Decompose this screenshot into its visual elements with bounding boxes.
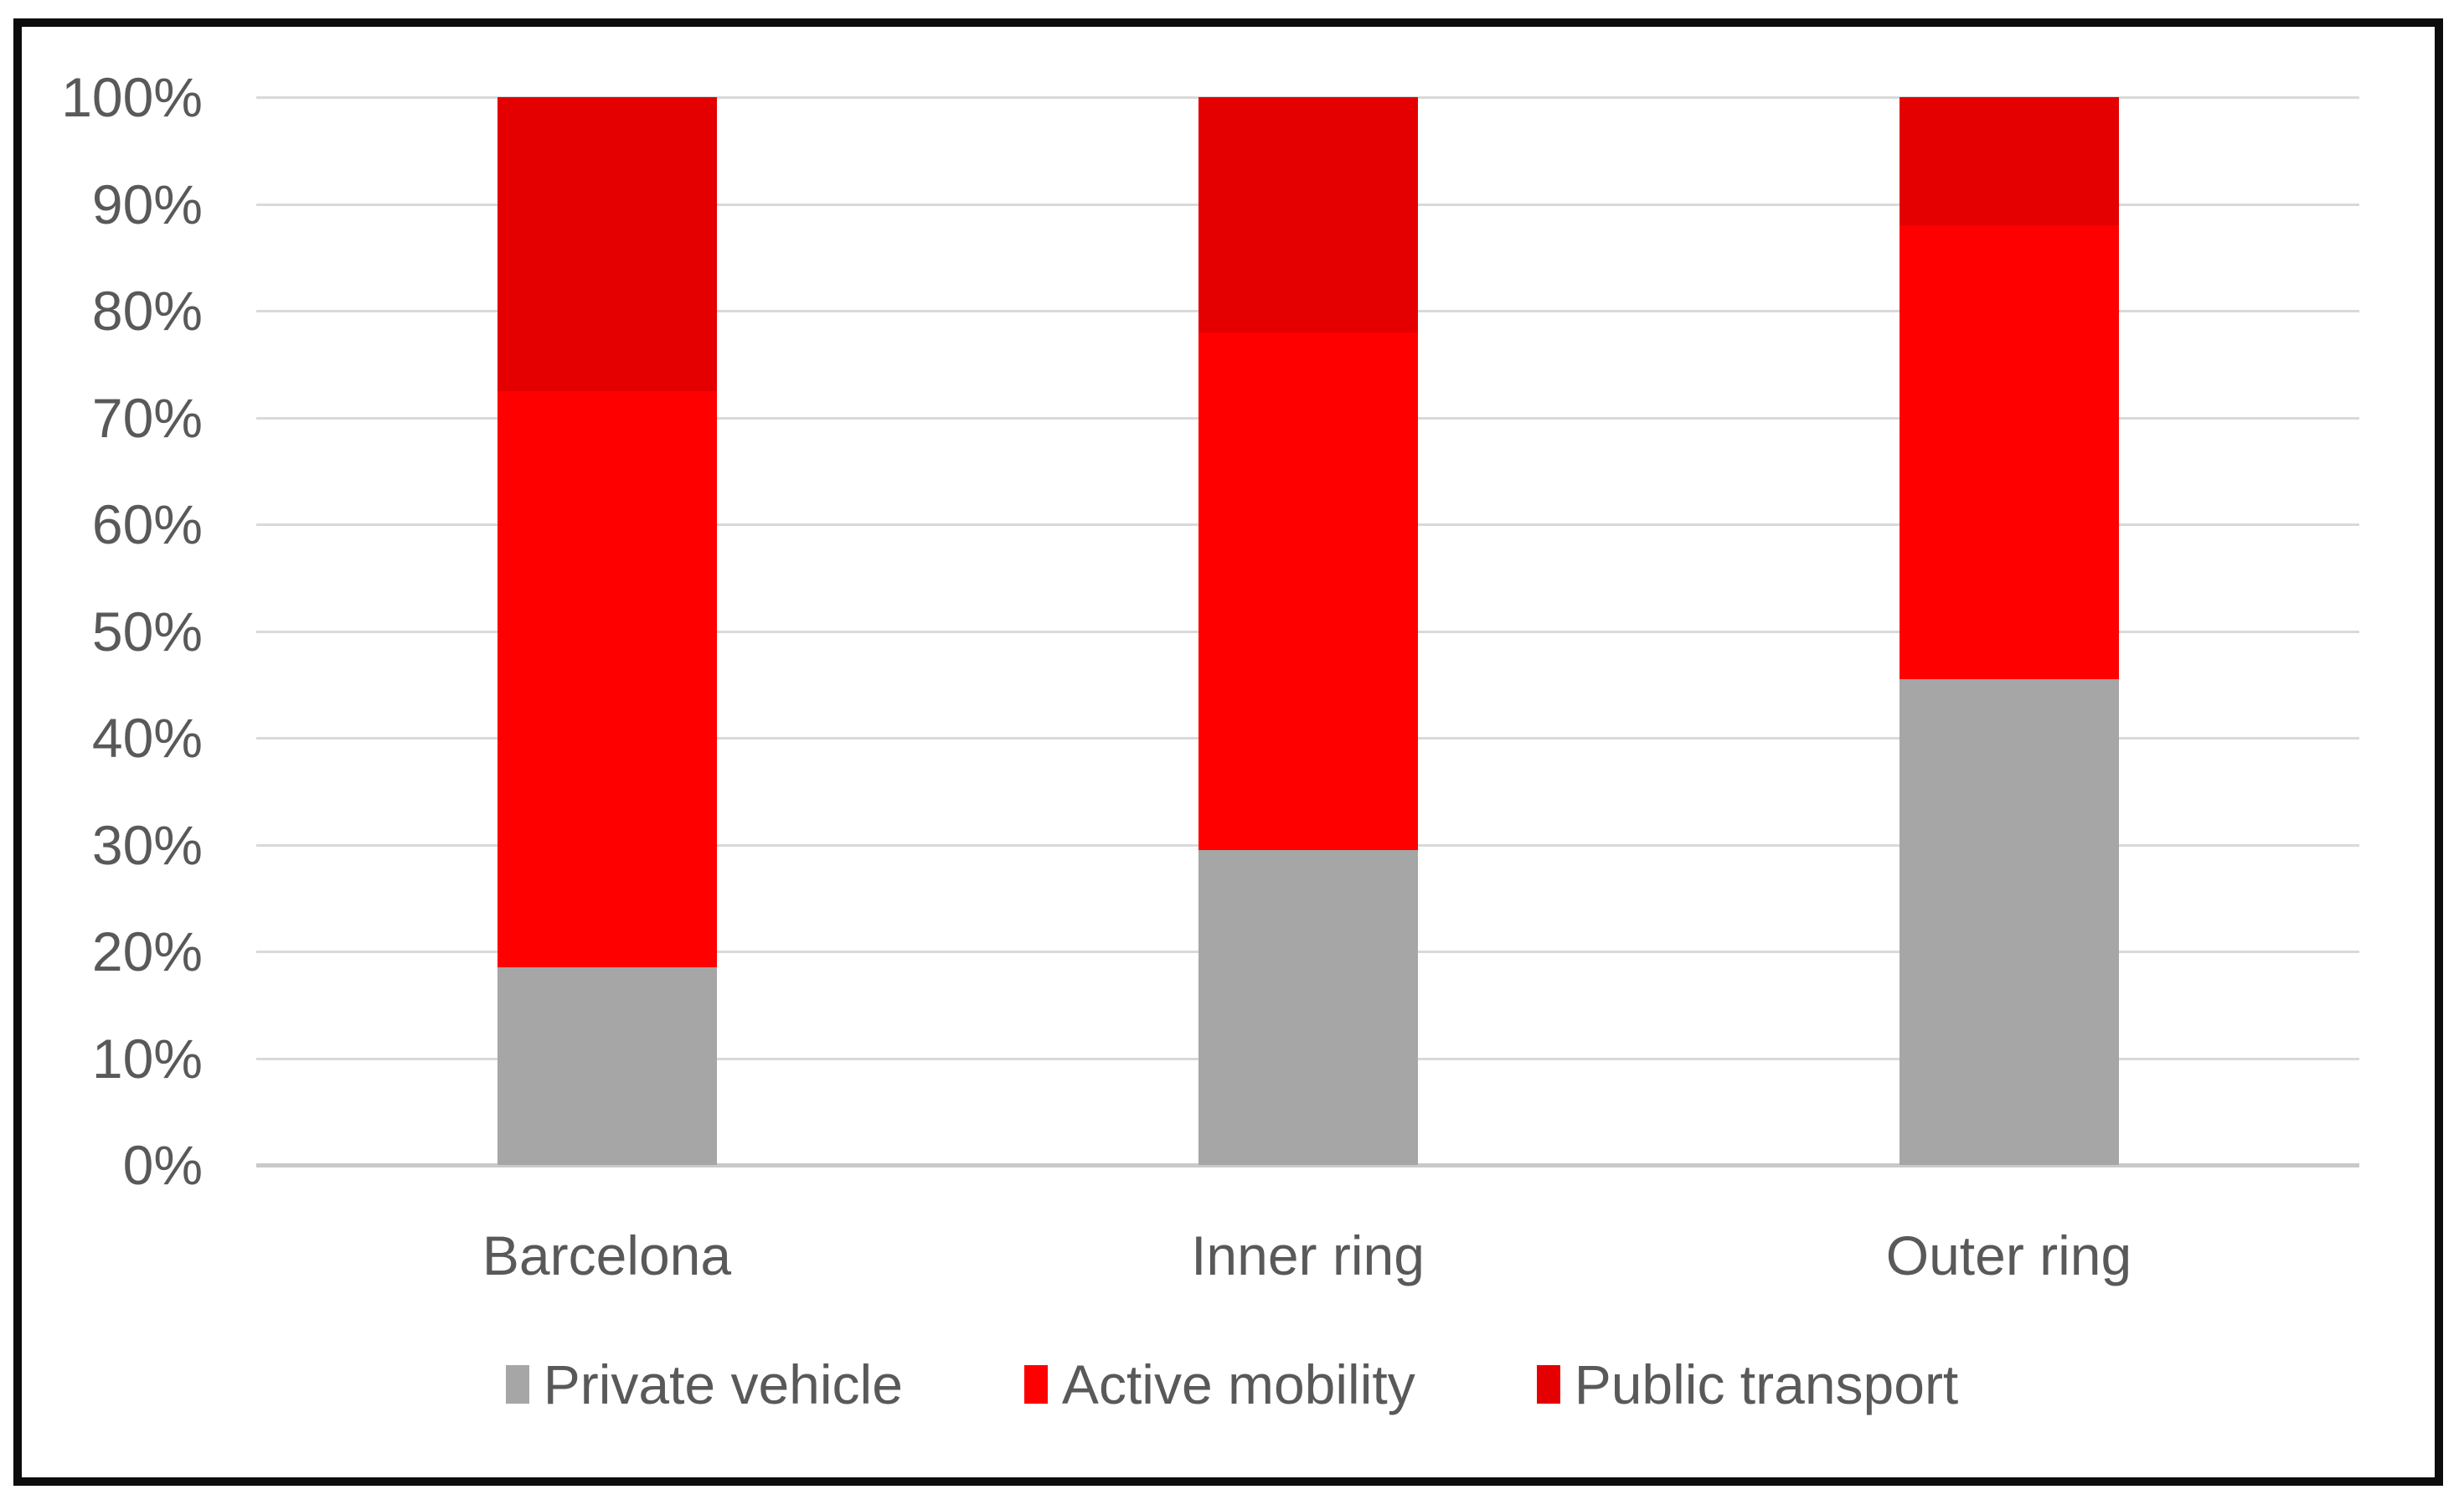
category-label-inner-ring: Inner ring: [1191, 1224, 1425, 1286]
legend-marker-public-transport: [1536, 1365, 1560, 1404]
legend-item-active-mobility: Active mobility: [1023, 1353, 1415, 1415]
bar-segment-private-vehicle-barcelona: [497, 967, 717, 1165]
legend-label-public-transport: Public transport: [1574, 1353, 1959, 1415]
bar-segment-public-transport-barcelona: [497, 97, 717, 391]
category-label-barcelona: Barcelona: [482, 1224, 732, 1286]
bar-segment-active-mobility-inner-ring: [1198, 332, 1418, 850]
y-tick-label-50%: 50%: [91, 600, 203, 662]
bar-segment-private-vehicle-outer-ring: [1899, 678, 2119, 1165]
y-tick-label-30%: 30%: [91, 813, 203, 876]
y-tick-label-10%: 10%: [91, 1027, 203, 1090]
bar-segment-active-mobility-outer-ring: [1899, 225, 2119, 679]
y-tick-label-60%: 60%: [91, 493, 203, 555]
gridline-0%: [256, 1163, 2359, 1167]
y-tick-label-80%: 80%: [91, 280, 203, 342]
category-label-outer-ring: Outer ring: [1885, 1224, 2132, 1286]
bar-segment-private-vehicle-inner-ring: [1198, 849, 1418, 1165]
bar-segment-active-mobility-barcelona: [497, 390, 717, 968]
bar-segment-public-transport-outer-ring: [1899, 97, 2119, 225]
y-tick-label-40%: 40%: [91, 707, 203, 769]
legend-marker-active-mobility: [1023, 1365, 1048, 1404]
y-tick-label-70%: 70%: [91, 386, 203, 449]
y-tick-label-100%: 100%: [61, 66, 203, 128]
legend-label-active-mobility: Active mobility: [1061, 1353, 1415, 1415]
legend-item-public-transport: Public transport: [1536, 1353, 1959, 1415]
bar-segment-public-transport-inner-ring: [1198, 97, 1418, 332]
y-tick-label-20%: 20%: [91, 920, 203, 982]
y-tick-label-90%: 90%: [91, 173, 203, 235]
legend-item-private-vehicle: Private vehicle: [505, 1353, 903, 1415]
legend-marker-private-vehicle: [505, 1365, 529, 1404]
legend: Private vehicle Active mobility Public tra…: [0, 1355, 2464, 1414]
y-tick-label-0%: 0%: [122, 1134, 203, 1196]
legend-label-private-vehicle: Private vehicle: [543, 1353, 903, 1415]
